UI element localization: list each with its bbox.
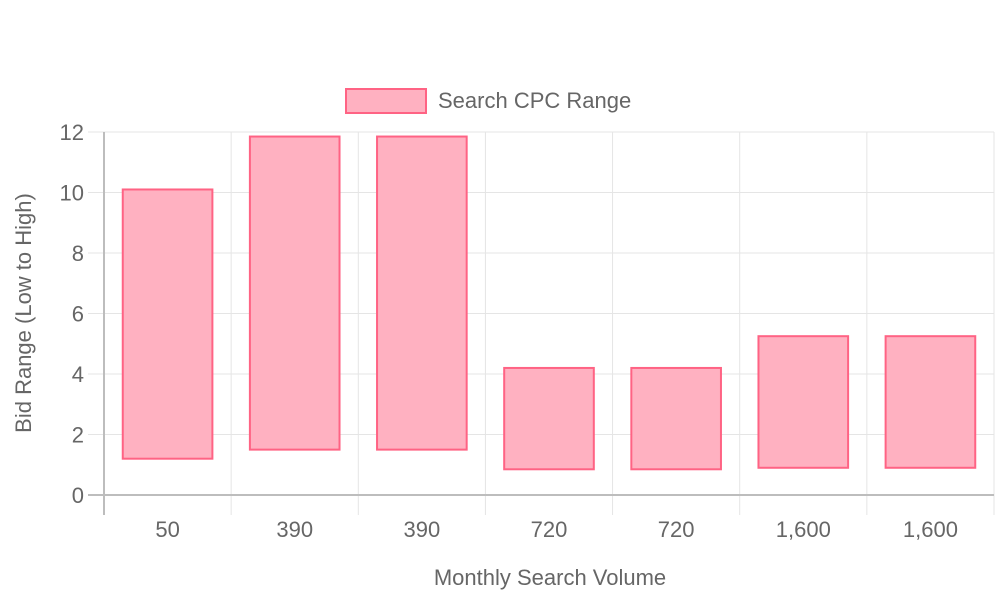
y-tick-label: 0 [72, 483, 84, 508]
bar[interactable] [884, 335, 977, 469]
y-tick-label: 6 [72, 302, 84, 327]
y-tick-label: 8 [72, 241, 84, 266]
y-axis-title: Bid Range (Low to High) [11, 193, 36, 433]
x-tick-label: 720 [531, 517, 568, 542]
bar[interactable] [757, 335, 850, 469]
x-tick-label: 390 [403, 517, 440, 542]
legend[interactable]: Search CPC Range [345, 88, 631, 114]
bars [121, 135, 977, 471]
y-tick-label: 10 [60, 181, 84, 206]
bar[interactable] [503, 366, 595, 471]
y-tick-label: 4 [72, 362, 84, 387]
bar[interactable] [248, 135, 341, 451]
x-tick-label: 1,600 [903, 517, 958, 542]
bar[interactable] [121, 188, 214, 460]
y-tick-label: 2 [72, 423, 84, 448]
tick-labels: 0 2 4 6 8 10 12 50 390 390 720 720 1,600 1,600 [60, 120, 958, 542]
legend-label: Search CPC Range [438, 88, 631, 113]
x-tick-label: 50 [155, 517, 179, 542]
y-tick-label: 12 [60, 120, 84, 145]
x-axis-title: Monthly Search Volume [434, 565, 666, 590]
bar[interactable] [376, 135, 468, 451]
x-tick-label: 1,600 [776, 517, 831, 542]
x-tick-label: 390 [276, 517, 313, 542]
bar[interactable] [630, 366, 722, 471]
legend-swatch [345, 88, 427, 114]
axes [88, 132, 994, 515]
x-tick-label: 720 [658, 517, 695, 542]
